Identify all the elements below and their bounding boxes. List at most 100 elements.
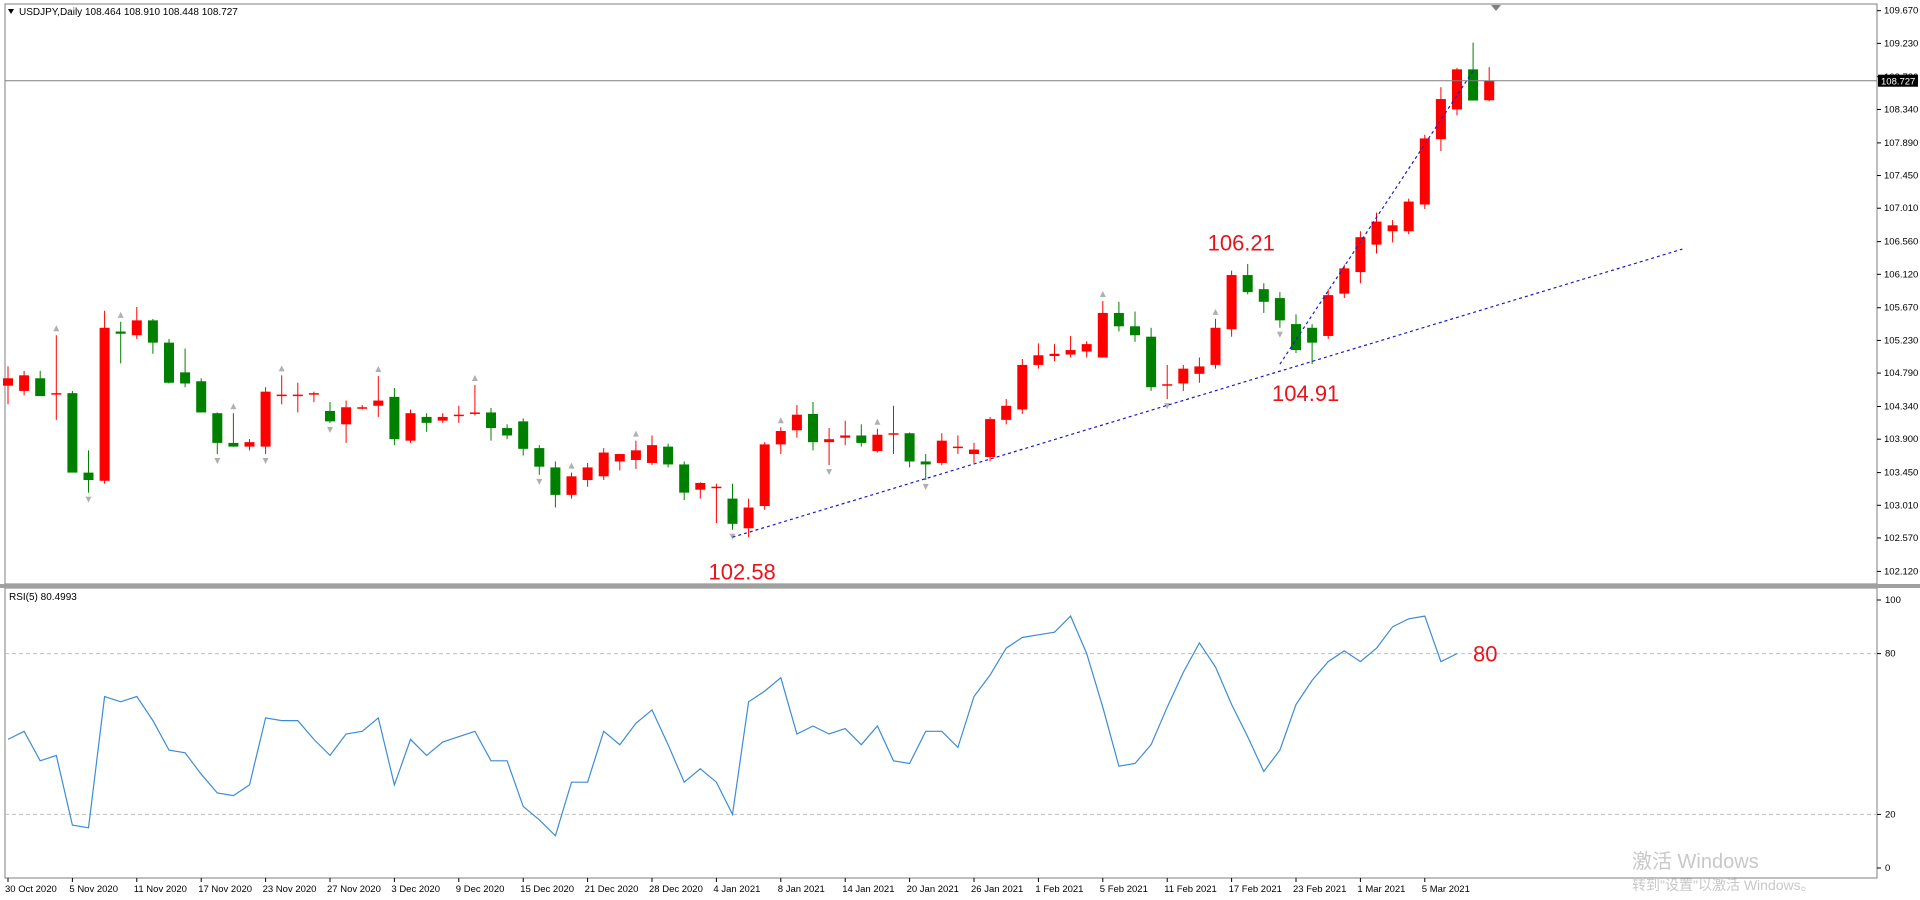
candle: [969, 442, 979, 463]
trendlines[interactable]: [732, 70, 1683, 538]
candle-body: [83, 472, 94, 481]
candle-body: [389, 396, 400, 440]
rsi-annotation: 80: [1473, 642, 1497, 667]
candle-body: [3, 378, 13, 386]
candle-body: [51, 393, 62, 395]
candle-body: [469, 412, 480, 414]
fractal-up-marker: [874, 418, 881, 425]
candle-body: [727, 498, 738, 524]
candle-body: [969, 449, 979, 455]
candle: [566, 472, 577, 499]
candle-body: [985, 419, 996, 458]
candle: [405, 409, 416, 443]
candle: [469, 384, 480, 416]
candle-body: [1113, 312, 1124, 327]
candle: [743, 498, 754, 538]
candle-body: [147, 320, 158, 343]
candle-body: [582, 467, 593, 481]
trendline[interactable]: [1279, 70, 1474, 365]
candle-body: [1371, 221, 1382, 245]
candle: [1419, 134, 1430, 209]
x-tick-label: 1 Mar 2021: [1357, 884, 1405, 895]
candle-body: [1387, 225, 1398, 232]
rsi-line: [7, 615, 1458, 837]
last-price-box: [1878, 74, 1918, 87]
candle: [1130, 311, 1140, 342]
x-tick-label: 20 Jan 2021: [907, 884, 959, 895]
price-y-tick-label: 103.450: [1884, 468, 1918, 479]
candle-body: [566, 476, 577, 495]
candle-body: [952, 446, 963, 449]
chart-shift-marker[interactable]: [1491, 5, 1501, 11]
x-tick-label: 15 Dec 2020: [520, 884, 574, 895]
candle: [550, 461, 561, 508]
candle-body: [325, 410, 335, 422]
candle-body: [1258, 289, 1269, 302]
candles: [3, 42, 1495, 538]
candle-body: [824, 439, 835, 443]
candle-body: [1226, 275, 1237, 330]
candle: [164, 338, 174, 384]
candle: [1291, 314, 1301, 354]
candle: [1162, 364, 1173, 400]
candle: [212, 412, 223, 455]
candle: [1113, 301, 1124, 332]
x-tick-label: 1 Feb 2021: [1035, 884, 1083, 895]
candle: [276, 375, 287, 405]
candle: [1033, 343, 1044, 369]
price-y-tick-label: 108.340: [1884, 104, 1918, 115]
candle-body: [663, 446, 674, 465]
fractal-up-marker: [1099, 291, 1106, 298]
x-tick-label: 23 Feb 2021: [1293, 884, 1346, 895]
candle-body: [1210, 327, 1221, 365]
candle: [1146, 327, 1157, 391]
last-price-label: 108.727: [1878, 74, 1918, 88]
price-annotation: 104.91: [1272, 381, 1339, 406]
price-y-tick-label: 102.570: [1884, 533, 1918, 544]
candle: [1435, 87, 1446, 152]
candle-body: [518, 421, 529, 449]
fractal-down-marker: [826, 469, 833, 476]
candle-body: [759, 444, 770, 507]
candle-body: [1403, 201, 1414, 232]
candle-body: [550, 467, 561, 495]
candle: [292, 382, 303, 413]
candle-body: [743, 507, 754, 529]
candle: [1065, 335, 1076, 358]
candle: [1097, 301, 1108, 358]
candle-body: [1081, 344, 1092, 352]
candle: [711, 483, 722, 524]
candle: [985, 416, 996, 462]
candle: [115, 321, 126, 364]
candle-body: [486, 412, 496, 429]
candle-body: [775, 431, 786, 445]
candle: [534, 445, 545, 475]
rsi-panel-frame: [4, 587, 1878, 879]
fractal-up-marker: [230, 403, 237, 410]
candle-body: [808, 413, 818, 443]
candle: [1355, 231, 1366, 284]
candle: [67, 390, 78, 473]
candle-body: [695, 483, 706, 490]
candle-body: [1242, 275, 1253, 293]
candle-body: [872, 434, 883, 452]
candle-body: [679, 464, 690, 493]
candle: [936, 433, 947, 466]
candle-body: [276, 394, 287, 397]
x-tick-label: 23 Nov 2020: [263, 884, 317, 895]
rsi-header: RSI(5) 80.4993: [9, 592, 77, 603]
candle: [341, 400, 352, 443]
candle: [1387, 220, 1398, 243]
candle: [856, 424, 867, 447]
candle-body: [180, 372, 191, 384]
candle-body: [1323, 295, 1334, 336]
candle-body: [647, 445, 657, 463]
chart-menu-icon[interactable]: [8, 9, 14, 14]
candle-body: [1355, 237, 1366, 273]
candle-body: [35, 378, 46, 397]
candle-body: [534, 448, 545, 467]
candle-body: [131, 320, 142, 336]
candle: [1452, 67, 1462, 116]
panel-separator[interactable]: [0, 584, 1920, 588]
